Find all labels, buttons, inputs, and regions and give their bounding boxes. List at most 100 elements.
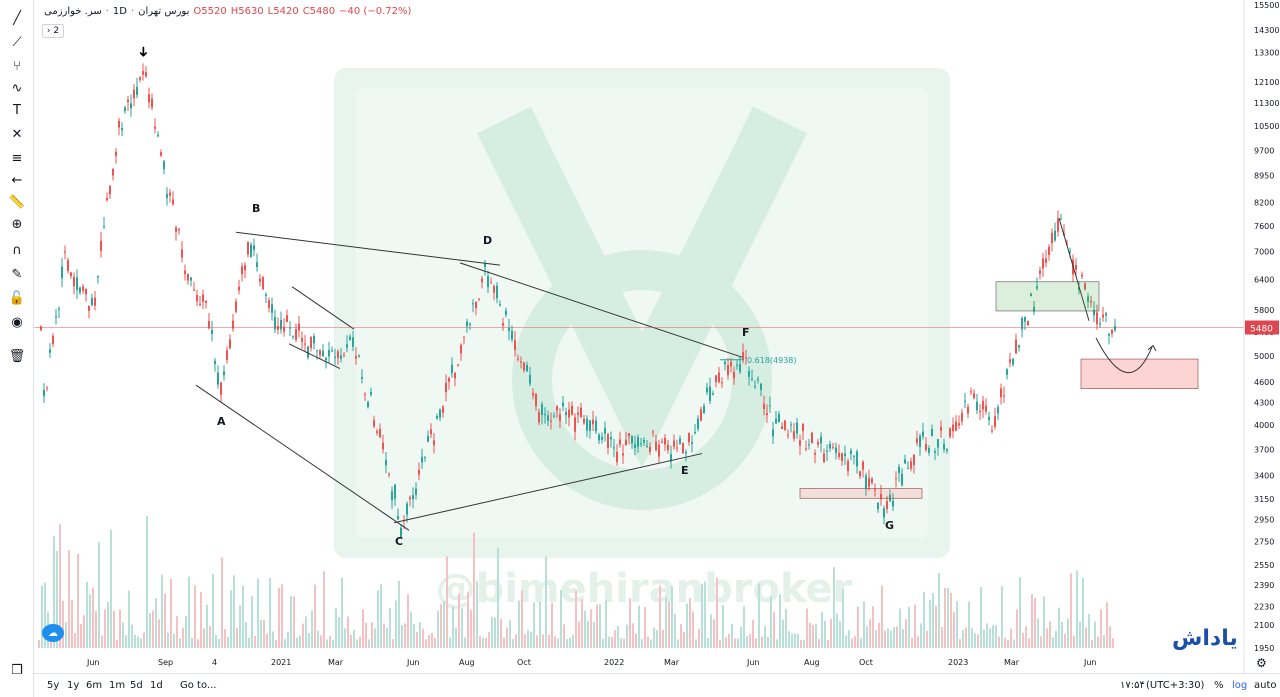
candle	[418, 469, 420, 475]
volume-bar	[1016, 609, 1018, 648]
channel-top[interactable]	[291, 286, 355, 330]
candle	[946, 449, 948, 451]
candle	[376, 431, 378, 433]
candle	[997, 407, 999, 414]
volume-bar	[698, 628, 700, 648]
volume-bar	[461, 608, 463, 648]
candle	[520, 361, 522, 363]
layers-icon[interactable]: ❒	[11, 662, 23, 678]
volume-bar	[779, 594, 781, 648]
candle	[796, 422, 798, 434]
volume-bar	[722, 605, 724, 648]
candle	[730, 361, 732, 367]
candle	[547, 415, 549, 421]
candle	[235, 301, 237, 312]
volume-bar	[464, 637, 466, 648]
volume-bar	[665, 597, 667, 648]
candle	[823, 453, 825, 463]
candle	[457, 364, 459, 366]
fib-icon[interactable]: ≡	[11, 150, 23, 166]
volume-bar	[161, 574, 163, 648]
text-icon[interactable]: T	[13, 102, 21, 118]
range-1d-button[interactable]: 1d	[150, 680, 163, 691]
price-axis[interactable]	[1244, 0, 1280, 673]
volume-bar	[971, 628, 973, 648]
trend-line-ce[interactable]	[393, 453, 703, 524]
volume-bar	[443, 601, 445, 648]
candle	[76, 277, 78, 290]
range-1y-button[interactable]: 1y	[67, 680, 80, 691]
log-toggle[interactable]: log	[1232, 680, 1248, 691]
lock-icon[interactable]: 🔓	[8, 290, 26, 306]
candle	[253, 245, 255, 250]
volume-bar	[1088, 613, 1090, 648]
volume-bar	[644, 606, 646, 648]
volume-bar	[272, 631, 274, 648]
candle	[442, 406, 444, 413]
volume-bar	[290, 596, 292, 648]
candle	[634, 444, 636, 448]
cross-line-icon[interactable]: ╱	[13, 10, 21, 26]
timezone-button[interactable]: (UTC+3:30)	[1146, 680, 1205, 691]
projection-curve[interactable]	[1095, 337, 1153, 374]
range-5d-button[interactable]: 5d	[130, 680, 143, 691]
range-5y-button[interactable]: 5y	[47, 680, 60, 691]
trend-line-drop[interactable]	[1058, 217, 1090, 321]
volume-bar	[1097, 636, 1099, 648]
trash-icon[interactable]: 🗑	[8, 348, 26, 364]
candle	[706, 387, 708, 393]
price-chart[interactable]: @bimehiranbroker A B C D E F G ➜ 0.618(4938) 1950 2…	[34, 0, 1280, 673]
candle	[1057, 219, 1059, 232]
channel-bottom[interactable]	[288, 343, 341, 370]
volume-bar	[119, 609, 121, 648]
range-1m-button[interactable]: 1m	[109, 680, 126, 691]
volume-bar	[134, 635, 136, 648]
target-box-red[interactable]	[1080, 358, 1199, 389]
volume-bar	[836, 613, 838, 648]
y-tick-label: 4000	[1254, 421, 1274, 430]
ruler-icon[interactable]: 📏	[8, 194, 26, 210]
gear-icon[interactable]: ⚙	[1256, 656, 1267, 670]
zoom-icon[interactable]: ⊕	[11, 216, 23, 232]
fork-icon[interactable]: ⑂	[13, 58, 21, 74]
candle	[1114, 325, 1116, 331]
candle	[982, 400, 984, 410]
indicators-toggle-button[interactable]: › 2	[42, 24, 64, 38]
goto-button[interactable]: Go to...	[180, 680, 217, 691]
percent-toggle[interactable]: %	[1214, 680, 1224, 691]
candle	[856, 451, 858, 467]
candle	[460, 344, 462, 354]
volume-bar	[173, 633, 175, 648]
trend-line-icon[interactable]: ⟋	[12, 34, 22, 50]
brush-icon[interactable]: ∿	[11, 80, 23, 96]
lock-draw-icon[interactable]: ✎	[11, 266, 23, 282]
legend-symbol[interactable]: سر. خوارزمی	[44, 6, 102, 17]
candle	[502, 323, 504, 326]
cloud-icon[interactable]: ☁	[42, 624, 64, 642]
trend-line-bd[interactable]	[235, 231, 501, 266]
volume-bar	[728, 634, 730, 648]
pattern-icon[interactable]: ✕	[11, 126, 23, 142]
volume-bar	[278, 587, 280, 648]
magnet-icon[interactable]: ∩	[12, 242, 22, 258]
y-tick-label: 5800	[1254, 306, 1274, 315]
auto-toggle[interactable]: auto	[1254, 680, 1277, 691]
x-tick-label: 2023	[948, 658, 968, 667]
price-tag-box	[1245, 320, 1279, 335]
candle	[247, 242, 249, 255]
volume-bar	[758, 583, 760, 648]
support-box-low[interactable]	[799, 488, 923, 499]
support-box-green[interactable]	[995, 281, 1100, 312]
legend-interval[interactable]: 1D	[112, 6, 127, 17]
candle	[391, 491, 393, 500]
candle	[529, 375, 531, 384]
back-arrow-icon[interactable]: ←	[11, 172, 23, 188]
clock-text: ۱۷:۵۴	[1120, 680, 1145, 691]
trend-line-df[interactable]	[459, 262, 743, 358]
candle	[955, 421, 957, 431]
range-6m-button[interactable]: 6m	[86, 680, 103, 691]
volume-bar	[824, 620, 826, 648]
volume-bar	[1061, 621, 1063, 648]
trend-line-ac[interactable]	[195, 384, 410, 531]
eye-icon[interactable]: ◉	[11, 314, 23, 330]
